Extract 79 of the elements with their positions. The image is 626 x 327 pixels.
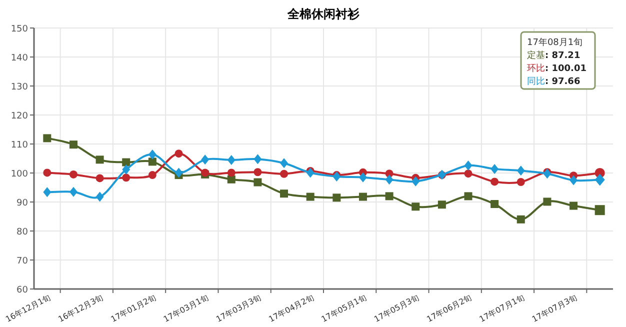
point <box>96 174 104 182</box>
y-tick-label: 80 <box>16 228 28 238</box>
y-tick-label: 110 <box>10 140 28 150</box>
point <box>122 164 130 175</box>
point <box>43 134 52 142</box>
point <box>306 168 314 178</box>
point <box>280 170 288 178</box>
point <box>490 178 499 186</box>
point <box>227 154 236 165</box>
point <box>69 140 78 149</box>
point <box>385 174 394 185</box>
y-tick-label: 60 <box>16 286 28 296</box>
annotation: : 87.21 <box>545 51 580 61</box>
y-tick-label: 150 <box>10 24 28 34</box>
point <box>516 178 525 186</box>
x-tick-label: 16年12月1旬 <box>4 292 52 324</box>
point <box>412 176 420 186</box>
point <box>464 192 472 200</box>
point <box>96 156 104 164</box>
x-tick-label: 17年05月1旬 <box>320 292 368 324</box>
point <box>122 158 130 166</box>
point <box>43 187 52 198</box>
y-tick-label: 100 <box>10 170 28 180</box>
annotation: : 100.01 <box>545 64 586 74</box>
point <box>280 158 288 168</box>
point <box>69 186 78 197</box>
y-tick-label: 70 <box>16 256 28 266</box>
x-tick-label: 17年04月2旬 <box>267 292 316 324</box>
point <box>412 202 420 211</box>
text: 同比 <box>527 76 545 87</box>
annotation: 17年08月1旬 <box>527 37 583 48</box>
point <box>306 192 314 201</box>
point <box>385 192 394 200</box>
point <box>227 168 236 177</box>
point <box>516 215 525 224</box>
y-tick-label: 130 <box>10 82 28 92</box>
point <box>96 192 104 202</box>
point <box>358 172 367 182</box>
point <box>69 170 78 178</box>
point <box>174 150 183 158</box>
point <box>490 200 499 208</box>
point <box>570 175 578 186</box>
point <box>148 158 156 166</box>
annotation: : 97.66 <box>545 77 580 87</box>
y-tick-label: 90 <box>16 198 28 208</box>
point <box>543 198 552 206</box>
x-tick-label: 17年01月2旬 <box>109 292 158 324</box>
point <box>201 154 210 165</box>
point <box>464 160 472 170</box>
point <box>174 168 183 178</box>
point <box>280 190 288 198</box>
x-tick-label: 17年07月3旬 <box>530 292 578 324</box>
point <box>570 202 578 210</box>
point <box>254 168 262 176</box>
point <box>148 171 156 180</box>
point <box>43 168 52 177</box>
point <box>227 175 236 184</box>
x-tick-label: 17年03月1旬 <box>162 292 210 324</box>
point <box>438 200 446 209</box>
point <box>332 194 341 202</box>
x-tick-label: 17年05月3旬 <box>372 292 421 324</box>
point <box>543 168 552 179</box>
x-tick-label: 17年03月3旬 <box>214 292 263 324</box>
point <box>122 174 130 182</box>
x-tick-label: 17年07月1旬 <box>478 292 526 324</box>
point <box>464 170 472 178</box>
point <box>254 154 262 164</box>
y-tick-label: 140 <box>10 54 28 64</box>
point <box>148 149 156 160</box>
point <box>254 178 262 186</box>
text: 定基 <box>527 50 545 61</box>
point <box>516 166 525 176</box>
text: 环比 <box>527 63 545 74</box>
y-tick-label: 120 <box>10 112 28 122</box>
x-tick-label: 16年12月3旬 <box>56 292 105 324</box>
x-tick-label: 17年06月2旬 <box>425 292 474 324</box>
chart-title: 全棉休闲衬衫 <box>286 7 360 21</box>
point <box>490 164 499 174</box>
point <box>358 192 367 201</box>
